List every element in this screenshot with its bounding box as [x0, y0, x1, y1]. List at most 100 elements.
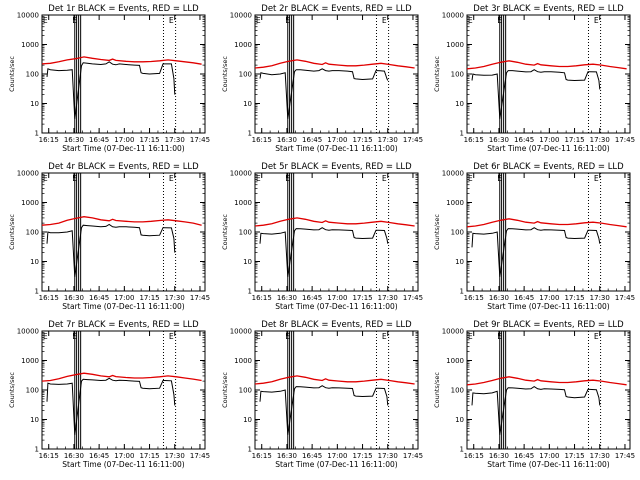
x-tick-label: 16:15 [39, 294, 59, 302]
detector-panel-3: Det 3r BLACK = Events, RED = LLD 1 10 100 10… [433, 4, 635, 153]
events-series-line [46, 223, 176, 277]
x-axis-label: Start Time (07-Dec-11 16:11:00) [275, 460, 397, 469]
x-tick-label: 16:30 [277, 452, 297, 460]
y-tick-label: 10 [455, 258, 464, 266]
events-series-line [471, 386, 601, 435]
flag-marker: E [382, 332, 387, 341]
flag-marker: E [497, 332, 502, 341]
y-tick-label: 1000 [446, 357, 464, 365]
x-axis-label: Start Time (07-Dec-11 16:11:00) [487, 302, 609, 311]
plot-frame [254, 330, 419, 450]
y-axis-label: Counts/sec [433, 372, 441, 408]
lld-series-line [42, 216, 202, 226]
y-tick-label: 1000 [21, 41, 39, 49]
y-tick-label: 10 [30, 416, 39, 424]
y-tick-label: 1000 [21, 199, 39, 207]
lld-series-line [255, 59, 415, 69]
x-tick-label: 17:45 [403, 136, 423, 144]
x-tick-label: 17:30 [590, 294, 610, 302]
lld-series-line [467, 218, 627, 228]
flag-marker: E [256, 174, 261, 183]
lld-series-line [467, 376, 627, 386]
y-tick-label: 10 [243, 258, 252, 266]
flag-marker: E [43, 16, 48, 25]
flag-marker: E [285, 16, 290, 25]
x-tick-label: 17:30 [378, 136, 398, 144]
y-axis-label: Counts/sec [8, 214, 16, 250]
y-tick-label: 100 [451, 229, 464, 237]
x-tick-label: 16:30 [277, 136, 297, 144]
y-tick-label: 100 [26, 229, 39, 237]
y-tick-label: 10000 [17, 170, 39, 178]
y-tick-label: 1000 [234, 41, 252, 49]
y-tick-label: 100 [26, 387, 39, 395]
x-tick-label: 17:00 [114, 452, 134, 460]
x-tick-label: 16:45 [89, 452, 109, 460]
x-tick-label: 16:15 [252, 452, 272, 460]
plot-frame [466, 14, 631, 134]
flag-marker: E [169, 174, 174, 183]
x-tick-label: 17:00 [114, 136, 134, 144]
events-series-line [259, 385, 389, 435]
events-series-line [471, 69, 601, 119]
x-tick-label: 17:15 [352, 136, 372, 144]
y-axis-label: Counts/sec [8, 372, 16, 408]
flag-marker: E [468, 174, 473, 183]
x-tick-label: 17:15 [139, 294, 159, 302]
x-tick-label: 17:00 [539, 452, 559, 460]
y-tick-label: 1 [248, 446, 252, 454]
y-tick-label: 10000 [442, 170, 464, 178]
x-axis-label: Start Time (07-Dec-11 16:11:00) [62, 302, 184, 311]
x-tick-label: 17:15 [564, 136, 584, 144]
x-tick-label: 16:45 [89, 294, 109, 302]
x-tick-label: 17:45 [190, 136, 210, 144]
x-tick-label: 17:00 [114, 294, 134, 302]
flag-marker: E [497, 16, 502, 25]
y-tick-label: 10 [30, 258, 39, 266]
y-tick-label: 10000 [442, 328, 464, 336]
x-tick-label: 17:45 [190, 294, 210, 302]
y-tick-label: 10 [243, 100, 252, 108]
flag-marker: E [468, 16, 473, 25]
x-tick-label: 16:30 [489, 452, 509, 460]
x-tick-label: 17:00 [539, 136, 559, 144]
x-tick-label: 16:45 [514, 452, 534, 460]
x-tick-label: 17:45 [403, 452, 423, 460]
x-tick-label: 17:00 [539, 294, 559, 302]
x-tick-label: 17:45 [615, 452, 635, 460]
x-tick-label: 16:30 [489, 136, 509, 144]
detector-panel-8: Det 8r BLACK = Events, RED = LLD 1 10 100 10… [221, 320, 423, 469]
x-tick-label: 16:45 [302, 452, 322, 460]
flag-marker: E [285, 174, 290, 183]
x-tick-label: 17:15 [139, 452, 159, 460]
y-tick-label: 1000 [234, 357, 252, 365]
flag-marker: E [256, 16, 261, 25]
y-axis-label: Counts/sec [433, 56, 441, 92]
y-axis-label: Counts/sec [221, 214, 229, 250]
flag-marker: E [497, 174, 502, 183]
x-axis-label: Start Time (07-Dec-11 16:11:00) [275, 302, 397, 311]
flag-marker: E [285, 332, 290, 341]
flag-marker: E [256, 332, 261, 341]
flag-marker: E [382, 16, 387, 25]
panel-title: Det 6r BLACK = Events, RED = LLD [473, 162, 624, 172]
detector-panel-4: Det 4r BLACK = Events, RED = LLD 1 10 100 10… [8, 162, 210, 311]
lld-series-line [467, 60, 627, 70]
x-tick-label: 16:45 [514, 294, 534, 302]
y-tick-label: 10000 [442, 12, 464, 20]
y-tick-label: 10 [455, 416, 464, 424]
x-tick-label: 16:30 [64, 452, 84, 460]
y-tick-label: 1 [35, 446, 39, 454]
x-tick-label: 16:15 [252, 136, 272, 144]
plot-frame [41, 14, 206, 134]
x-tick-label: 17:15 [352, 452, 372, 460]
events-series-line [471, 227, 601, 277]
panel-title: Det 4r BLACK = Events, RED = LLD [48, 162, 199, 172]
x-axis-label: Start Time (07-Dec-11 16:11:00) [275, 144, 397, 153]
x-tick-label: 16:15 [39, 452, 59, 460]
events-series-line [46, 61, 176, 119]
x-tick-label: 16:15 [464, 452, 484, 460]
x-tick-label: 17:30 [165, 294, 185, 302]
x-axis-label: Start Time (07-Dec-11 16:11:00) [62, 460, 184, 469]
